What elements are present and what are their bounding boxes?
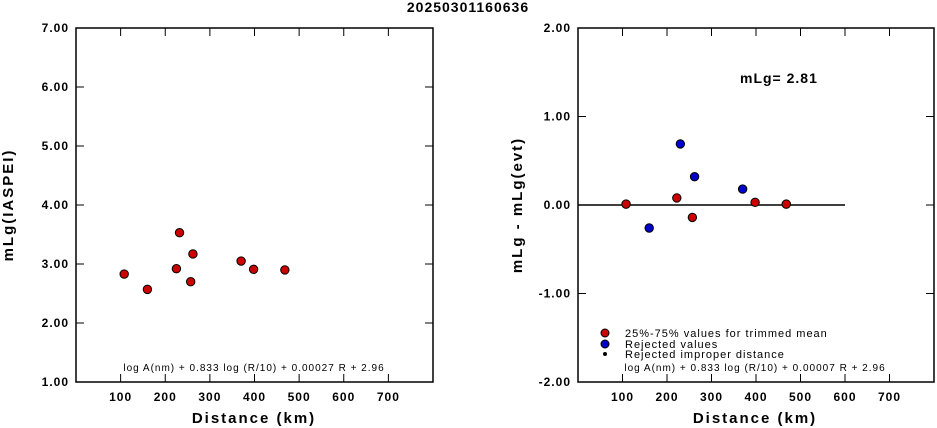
left-data-point (142, 284, 153, 295)
left-data-point (280, 265, 290, 275)
right-x-tick-label: 700 (878, 390, 901, 404)
legend-marker-trimmed (600, 328, 610, 338)
right-x-tick-label: 300 (700, 390, 723, 404)
left-y-tick-label: 3.00 (42, 257, 69, 271)
legend-marker-rejected (600, 339, 610, 349)
left-plot-frame (75, 27, 434, 383)
right-y-tick-label: -2.00 (539, 375, 571, 389)
legend-marker-improper-distance (603, 352, 607, 356)
right-x-tick-label: 400 (744, 390, 767, 404)
left-chart: 1.00 2.00 3.00 4.00 5.00 6.00 7.00 100 200 300 40… (0, 21, 434, 427)
right-data-point (621, 199, 631, 209)
left-data-point (171, 264, 182, 274)
left-data-point (185, 277, 196, 287)
left-data-point (174, 228, 185, 238)
left-x-tick-label: 600 (332, 390, 355, 404)
right-y-tick-label: 0.00 (544, 198, 571, 212)
legend-label-rejected: Rejected values (625, 339, 718, 351)
left-x-tick-label: 100 (109, 390, 132, 404)
right-data-point (687, 212, 698, 223)
right-data-point (737, 184, 748, 194)
right-chart: -2.00 -1.00 0.00 1.00 2.00 100 200 300 400 500 60… (509, 21, 935, 427)
left-y-ticks: 1.00 2.00 3.00 4.00 5.00 6.00 7.00 (42, 21, 433, 389)
right-x-tick-label: 200 (655, 390, 678, 404)
right-x-tick-label: 500 (789, 390, 812, 404)
figure-title: 20250301160636 (407, 0, 529, 15)
legend-label-improper-distance: Rejected improper distance (625, 349, 785, 361)
left-x-axis-title: Distance (km) (192, 410, 316, 427)
right-data-point (781, 199, 791, 209)
right-y-tick-label: 2.00 (544, 21, 571, 35)
left-data-point (119, 269, 129, 279)
left-y-tick-label: 2.00 (42, 316, 69, 330)
left-x-ticks: 100 200 300 400 500 600 700 (109, 28, 400, 404)
right-data-point (672, 193, 682, 203)
left-y-tick-label: 4.00 (42, 198, 69, 212)
right-data-point (750, 197, 760, 208)
left-y-axis-title: mLg(IASPEI) (0, 149, 17, 262)
right-data-point (689, 171, 700, 182)
right-y-tick-label: 1.00 (544, 110, 571, 124)
left-y-tick-label: 7.00 (42, 21, 69, 35)
left-x-tick-label: 500 (288, 390, 311, 404)
left-y-tick-label: 1.00 (42, 375, 69, 389)
left-data-points (119, 228, 290, 295)
legend: 25%-75% values for trimmed mean Rejected… (600, 328, 828, 361)
left-y-tick-label: 6.00 (42, 80, 69, 94)
right-formula: log A(nm) + 0.833 log (R/10) + 0.00007 R… (624, 363, 885, 374)
right-y-ticks: -2.00 -1.00 0.00 1.00 2.00 (539, 21, 934, 389)
right-data-point (675, 139, 686, 149)
right-data-point (644, 223, 654, 233)
legend-label-trimmed: 25%-75% values for trimmed mean (625, 328, 828, 340)
left-y-tick-label: 5.00 (42, 139, 69, 153)
mlg-annotation: mLg= 2.81 (740, 70, 818, 86)
left-x-tick-label: 200 (154, 390, 177, 404)
right-x-axis-title: Distance (km) (693, 410, 817, 427)
left-data-point (248, 264, 259, 275)
left-x-tick-label: 400 (243, 390, 266, 404)
right-y-axis-title: mLg - mLg(evt) (509, 137, 526, 273)
right-y-tick-label: -1.00 (539, 287, 571, 301)
left-formula: log A(nm) + 0.833 log (R/10) + 0.00027 R… (123, 363, 384, 374)
right-data-points (621, 139, 791, 233)
right-x-ticks: 100 200 300 400 500 600 700 (611, 28, 901, 404)
right-x-tick-label: 600 (833, 390, 856, 404)
left-x-tick-label: 300 (198, 390, 221, 404)
left-data-point (236, 256, 246, 266)
left-x-tick-label: 700 (377, 390, 400, 404)
right-x-tick-label: 100 (611, 390, 634, 404)
left-data-point (188, 249, 198, 259)
